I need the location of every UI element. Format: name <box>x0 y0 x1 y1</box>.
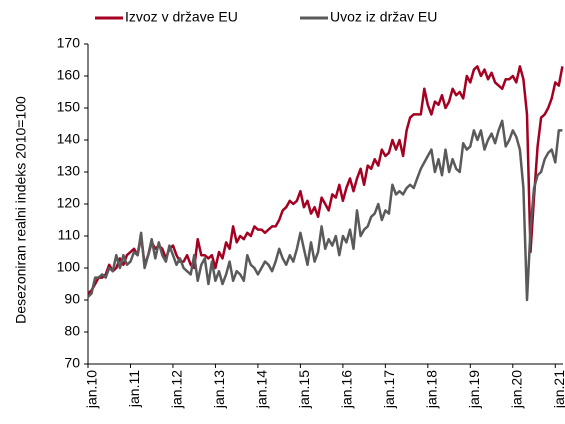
x-tick-label: jan.12 <box>169 370 185 409</box>
series-line <box>87 65 564 295</box>
y-tick-label: 170 <box>57 35 81 51</box>
x-tick-label: jan.20 <box>509 370 525 409</box>
y-tick-label: 160 <box>57 67 81 83</box>
y-tick-label: 90 <box>64 291 80 307</box>
x-tick-label: jan.11 <box>126 370 142 408</box>
series-line <box>87 119 563 302</box>
x-tick-label: jan.16 <box>339 370 355 409</box>
y-tick-label: 140 <box>57 131 81 147</box>
y-tick-label: 130 <box>57 163 81 179</box>
y-tick-label: 120 <box>57 195 81 211</box>
y-axis-label: Desezoniran realni indeks 2010=100 <box>13 96 29 324</box>
x-tick-label: jan.15 <box>296 370 312 409</box>
x-tick-label: jan.14 <box>254 370 270 409</box>
x-tick-label: jan.13 <box>211 370 227 409</box>
y-tick-label: 80 <box>64 323 80 339</box>
y-tick-label: 100 <box>57 259 81 275</box>
y-tick-label: 150 <box>57 99 81 115</box>
legend-label: Uvoz iz držav EU <box>330 9 437 25</box>
x-tick-label: jan.18 <box>424 370 440 409</box>
x-tick-label: jan.21 <box>551 370 565 409</box>
y-tick-label: 110 <box>58 227 81 243</box>
x-tick-label: jan.17 <box>381 370 397 409</box>
y-tick-label: 70 <box>64 355 80 371</box>
x-tick-label: jan.10 <box>84 370 100 409</box>
legend-label: Izvoz v države EU <box>125 9 238 25</box>
x-tick-label: jan.19 <box>466 370 482 409</box>
